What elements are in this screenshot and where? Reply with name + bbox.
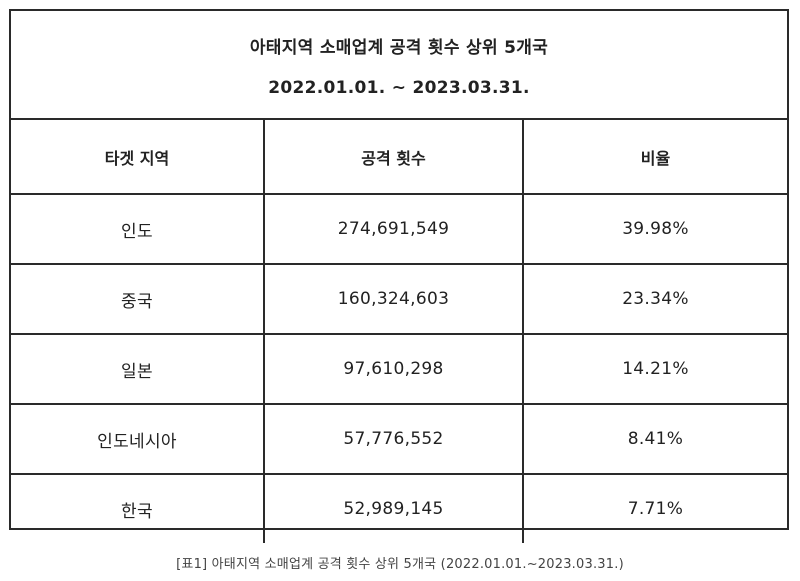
table-title: 아태지역 소매업계 공격 횟수 상위 5개국	[249, 38, 549, 58]
cell-region: 인도네시아	[11, 404, 265, 475]
table-title-block: 아태지역 소매업계 공격 횟수 상위 5개국 2022.01.01. ~ 202…	[11, 11, 787, 120]
table-row: 인도 274,691,549 39.98%	[11, 194, 787, 265]
cell-region: 한국	[11, 474, 265, 543]
table-row: 인도네시아 57,776,552 8.41%	[11, 404, 787, 475]
header-attacks: 공격 횟수	[264, 120, 524, 195]
cell-attacks: 57,776,552	[264, 404, 524, 475]
cell-ratio: 39.98%	[523, 194, 787, 265]
cell-ratio: 23.34%	[523, 264, 787, 335]
cell-region: 중국	[11, 264, 265, 335]
header-ratio: 비율	[523, 120, 787, 195]
cell-attacks: 97,610,298	[264, 334, 524, 405]
cell-attacks: 52,989,145	[264, 474, 524, 543]
header-row: 타겟 지역 공격 횟수 비율	[11, 120, 787, 195]
cell-ratio: 8.41%	[523, 404, 787, 475]
table-period: 2022.01.01. ~ 2023.03.31.	[268, 78, 530, 98]
table-row: 일본 97,610,298 14.21%	[11, 334, 787, 405]
cell-attacks: 274,691,549	[264, 194, 524, 265]
header-region: 타겟 지역	[11, 120, 265, 195]
cell-region: 일본	[11, 334, 265, 405]
cell-ratio: 7.71%	[627, 499, 684, 519]
cell-ratio: 14.21%	[523, 334, 787, 405]
table-caption: [표1] 아태지역 소매업계 공격 횟수 상위 5개국 (2022.01.01.…	[176, 557, 624, 572]
data-table: 아태지역 소매업계 공격 횟수 상위 5개국 2022.01.01. ~ 202…	[9, 9, 789, 543]
stats-table: 타겟 지역 공격 횟수 비율 인도 274,691,549 39.98% 중국 …	[11, 120, 787, 543]
table-row: 한국 52,989,145 7.71%	[11, 474, 787, 543]
cell-region: 인도	[11, 194, 265, 265]
table-row: 중국 160,324,603 23.34%	[11, 264, 787, 335]
cell-attacks: 160,324,603	[264, 264, 524, 335]
